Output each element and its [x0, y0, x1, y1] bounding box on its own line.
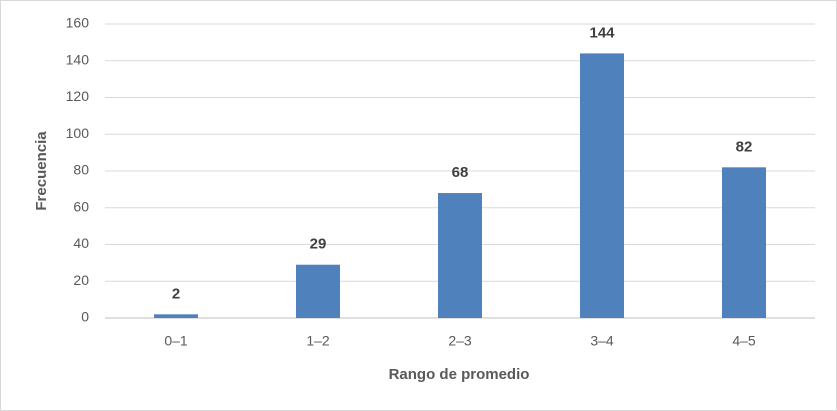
bar	[438, 193, 482, 318]
x-axis-title: Rango de promedio	[389, 366, 530, 383]
bar	[580, 53, 624, 319]
data-label: 82	[736, 138, 753, 155]
bar	[296, 264, 340, 318]
y-tick-label: 0	[81, 309, 89, 325]
y-tick-label: 20	[73, 272, 89, 288]
data-label: 144	[589, 24, 615, 41]
y-tick-label: 40	[73, 235, 89, 251]
y-tick-label: 60	[73, 198, 89, 214]
y-tick-label: 100	[66, 125, 90, 141]
y-tick-label: 160	[66, 15, 90, 31]
y-tick-label: 120	[66, 88, 90, 104]
data-label: 29	[310, 236, 327, 253]
x-tick-label: 1–2	[306, 333, 330, 349]
bar	[154, 314, 198, 318]
y-tick-label: 80	[73, 162, 89, 178]
x-tick-label: 4–5	[732, 333, 756, 349]
x-tick-label: 0–1	[164, 333, 188, 349]
y-tick-label: 140	[66, 51, 90, 67]
x-tick-label: 3–4	[590, 333, 614, 349]
data-label: 68	[452, 164, 469, 181]
x-tick-label: 2–3	[448, 333, 472, 349]
data-label: 2	[172, 285, 180, 302]
y-axis-title: Frecuencia	[33, 131, 50, 211]
bar	[722, 167, 766, 318]
